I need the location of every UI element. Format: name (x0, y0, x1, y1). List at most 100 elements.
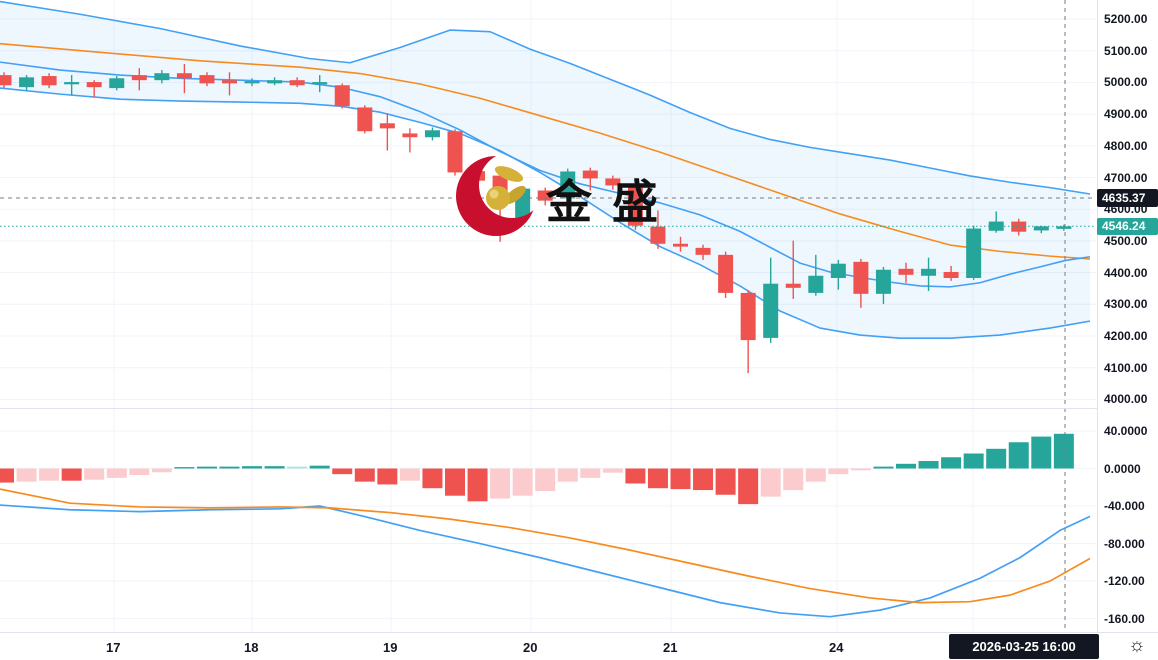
histogram-bar (512, 468, 533, 496)
histogram-bar (422, 468, 443, 489)
histogram-bar (760, 468, 781, 497)
histogram-bar (918, 460, 939, 469)
price-axis[interactable]: 5200.00 5100.00 5000.00 4900.00 4800.00 4700.… (1097, 0, 1158, 632)
histogram-bar (557, 468, 578, 482)
candle (64, 82, 80, 85)
histogram-bar (287, 466, 308, 469)
price-axis-label: 5000.00 (1104, 75, 1148, 90)
histogram-bar (151, 468, 172, 473)
histogram-bar (1053, 433, 1074, 469)
histogram-bar (670, 468, 691, 490)
candle (875, 269, 891, 294)
candle (109, 78, 125, 89)
histogram-bar (490, 468, 511, 499)
histogram-bar (16, 468, 37, 482)
candle (1056, 226, 1072, 229)
price-axis-label: 4000.00 (1104, 392, 1148, 407)
histogram-bar (264, 466, 285, 469)
candle (131, 75, 147, 81)
histogram-bar (647, 468, 668, 489)
price-axis-label: 4900.00 (1104, 107, 1148, 122)
histogram-bar (354, 468, 375, 482)
candle (492, 175, 508, 206)
candle (402, 133, 418, 138)
candle (41, 76, 57, 86)
histogram-bar (399, 468, 420, 481)
last-price-badge: 4546.24 (1097, 217, 1158, 235)
candle (86, 82, 102, 88)
candle (943, 271, 959, 278)
candle (357, 107, 373, 132)
crosshair-price-badge: 4635.37 (1097, 188, 1158, 207)
histogram-bar (0, 468, 14, 483)
histogram-bar (1008, 442, 1029, 469)
time-axis-label: 21 (663, 640, 678, 655)
osc-blue (0, 504, 1091, 618)
candle (966, 228, 982, 278)
histogram-bar (467, 468, 488, 502)
histogram-bar (850, 468, 871, 471)
histogram-bar (535, 468, 556, 492)
histogram-bar (106, 468, 127, 478)
candle (853, 261, 869, 294)
histogram-bar (783, 468, 804, 491)
panel-separator (0, 408, 1158, 409)
histogram-bar (61, 468, 82, 481)
candle (154, 73, 170, 81)
candle (808, 275, 824, 293)
boll-upper-line (0, 0, 1091, 195)
candle (312, 82, 328, 85)
histogram-bar (84, 468, 105, 480)
candle (650, 226, 666, 244)
histogram-bar (963, 453, 984, 469)
histogram-bar (715, 468, 736, 495)
histogram-bar (580, 468, 601, 478)
boll-lower-line (0, 87, 1091, 340)
candle (289, 80, 305, 86)
indicator-axis-label: -160.00 (1104, 611, 1145, 626)
candle (176, 73, 192, 79)
candle (267, 80, 283, 84)
histogram-bar (129, 468, 150, 476)
candle (718, 254, 734, 293)
price-axis-label: 5200.00 (1104, 12, 1148, 26)
histogram-bar (873, 466, 894, 469)
price-axis-label: 4400.00 (1104, 265, 1148, 280)
histogram-bar (377, 468, 398, 485)
time-axis-label: 18 (244, 640, 259, 655)
histogram-bar (986, 448, 1007, 469)
boll-mid-line (0, 42, 1091, 260)
candle (785, 283, 801, 288)
candle (199, 75, 215, 84)
indicator-axis-label: 40.0000 (1104, 423, 1148, 438)
histogram-bar (332, 468, 353, 475)
candle (19, 77, 35, 88)
candle (582, 170, 598, 179)
candle (424, 130, 440, 138)
candle (379, 123, 395, 129)
candle (222, 80, 237, 84)
price-axis-label: 4100.00 (1104, 360, 1148, 375)
histogram-bar (242, 466, 263, 469)
histogram-bar (805, 468, 826, 482)
histogram-bar (196, 466, 217, 469)
candle (898, 268, 914, 275)
histogram-bar (738, 468, 759, 505)
price-axis-label: 4200.00 (1104, 329, 1148, 343)
sun-settings-icon[interactable]: ☼ (1128, 635, 1146, 656)
histogram-bar (219, 466, 240, 469)
crosshair-time-badge: 2026-03-25 16:00 (949, 634, 1099, 659)
histogram-bar (1031, 436, 1052, 469)
candle (695, 247, 711, 255)
candle (244, 81, 260, 84)
time-axis-label: 19 (383, 640, 398, 655)
candle (763, 283, 779, 338)
candles (0, 64, 1072, 374)
candle (515, 188, 531, 218)
indicator-axis-label: -80.000 (1104, 536, 1145, 551)
indicator-axis-label: -40.000 (1104, 499, 1145, 514)
grid (0, 0, 1096, 632)
candle (740, 292, 756, 341)
